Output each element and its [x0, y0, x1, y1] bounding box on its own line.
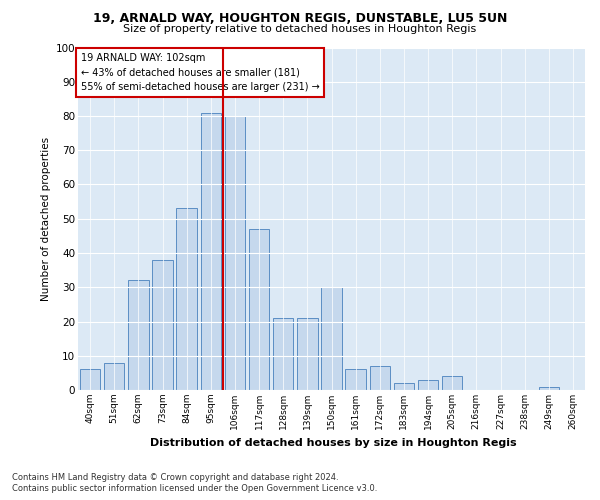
- Bar: [128, 280, 149, 390]
- Bar: [80, 370, 100, 390]
- Bar: [200, 112, 221, 390]
- Bar: [224, 116, 245, 390]
- Bar: [104, 362, 124, 390]
- Text: Contains public sector information licensed under the Open Government Licence v3: Contains public sector information licen…: [12, 484, 377, 493]
- Bar: [539, 386, 559, 390]
- Bar: [370, 366, 390, 390]
- Bar: [273, 318, 293, 390]
- Bar: [418, 380, 439, 390]
- Bar: [321, 287, 342, 390]
- Y-axis label: Number of detached properties: Number of detached properties: [41, 136, 52, 301]
- Text: Distribution of detached houses by size in Houghton Regis: Distribution of detached houses by size …: [149, 438, 517, 448]
- Text: 19, ARNALD WAY, HOUGHTON REGIS, DUNSTABLE, LU5 5UN: 19, ARNALD WAY, HOUGHTON REGIS, DUNSTABL…: [93, 12, 507, 26]
- Bar: [152, 260, 173, 390]
- Bar: [249, 229, 269, 390]
- Bar: [346, 370, 366, 390]
- Text: Size of property relative to detached houses in Houghton Regis: Size of property relative to detached ho…: [124, 24, 476, 34]
- Text: 19 ARNALD WAY: 102sqm
← 43% of detached houses are smaller (181)
55% of semi-det: 19 ARNALD WAY: 102sqm ← 43% of detached …: [80, 52, 319, 92]
- Bar: [297, 318, 317, 390]
- Bar: [176, 208, 197, 390]
- Text: Contains HM Land Registry data © Crown copyright and database right 2024.: Contains HM Land Registry data © Crown c…: [12, 472, 338, 482]
- Bar: [442, 376, 463, 390]
- Bar: [394, 383, 414, 390]
